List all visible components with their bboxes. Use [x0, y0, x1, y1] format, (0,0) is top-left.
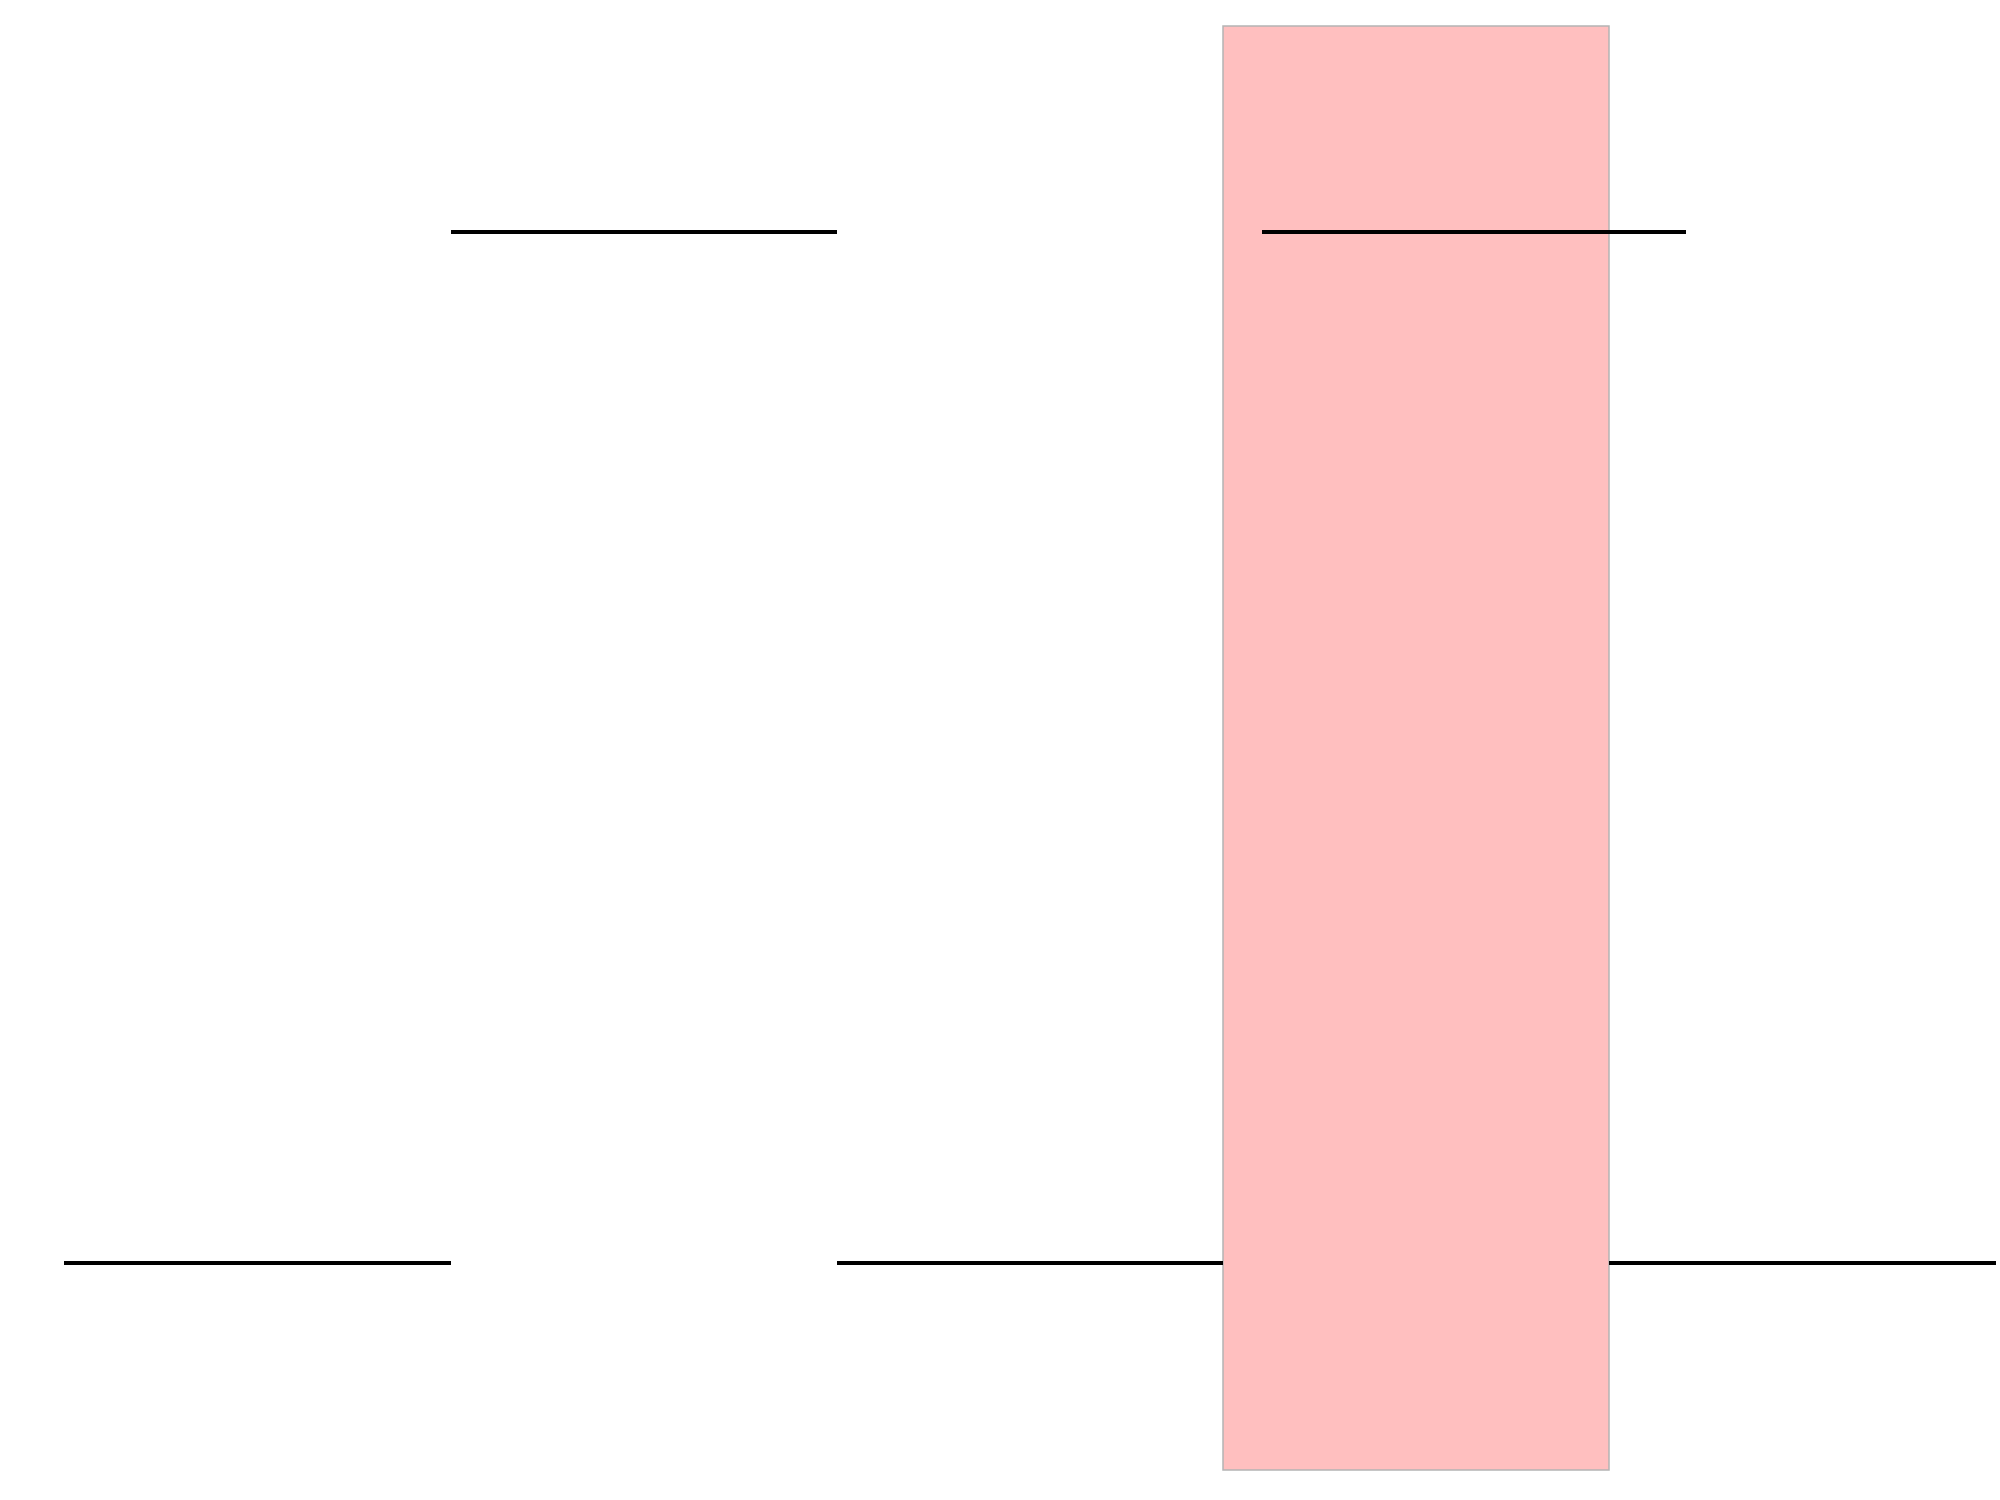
highlight-window	[1222, 25, 1610, 1471]
